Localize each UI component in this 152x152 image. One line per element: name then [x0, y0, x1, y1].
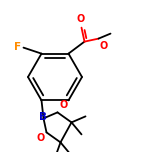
- Text: O: O: [100, 41, 108, 51]
- Text: O: O: [59, 100, 68, 110]
- Text: F: F: [14, 42, 21, 52]
- Text: B: B: [40, 112, 47, 122]
- Text: O: O: [76, 14, 85, 24]
- Text: O: O: [36, 133, 45, 143]
